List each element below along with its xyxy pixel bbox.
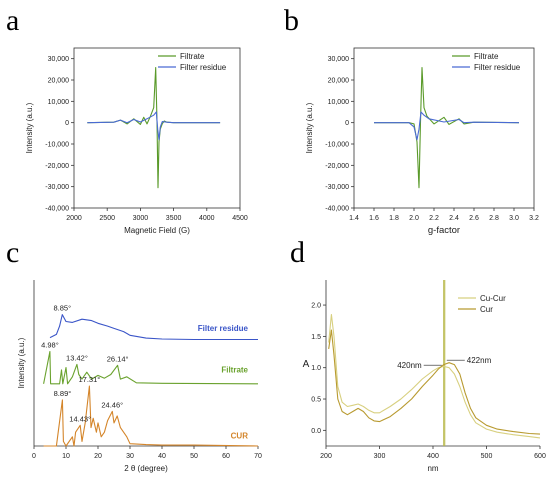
series-line <box>87 111 221 141</box>
y-tick-label: -40,000 <box>325 206 349 213</box>
y-axis-label: Intensity (a.u.) <box>305 102 314 153</box>
series-line <box>328 329 541 435</box>
y-axis-label: Intensity (a.u.) <box>17 337 26 388</box>
wavelength-annotation: 422nm <box>467 356 492 365</box>
peak-annotation: 8.85° <box>54 304 72 313</box>
y-tick-label: -20,000 <box>45 163 69 170</box>
x-tick-label: 20 <box>94 453 102 460</box>
y-axis-label: A <box>303 359 310 370</box>
chart-panel-b: 1.4 1.6 1.8 2.0 2.2 2.4 2.6 2.8 3.0 3.2 -40,000 -30… <box>305 47 539 236</box>
x-tick-label: 2.4 <box>449 215 459 222</box>
x-tick-label: 1.6 <box>369 215 379 222</box>
plot-frame <box>353 47 535 209</box>
x-tick-label: 2.0 <box>409 215 419 222</box>
y-tick-label: 10,000 <box>48 99 70 106</box>
x-tick-label: 600 <box>534 453 546 460</box>
wavelength-annotation: 420nm <box>397 361 422 370</box>
x-tick-label: 2.6 <box>469 215 479 222</box>
peak-annotation: 8.89° <box>54 389 72 398</box>
series-line <box>49 314 258 341</box>
y-tick-label: -30,000 <box>45 184 69 191</box>
y-tick-label: 20,000 <box>328 78 350 85</box>
x-axis-label: nm <box>427 464 438 473</box>
y-tick-label: 1.5 <box>311 334 321 341</box>
x-tick-label: 300 <box>374 453 386 460</box>
x-tick-label: 500 <box>481 453 493 460</box>
y-tick-label: 0 <box>65 120 69 127</box>
x-tick-label: 10 <box>62 453 70 460</box>
x-tick-label: 30 <box>126 453 134 460</box>
y-tick-label: 0.5 <box>311 397 321 404</box>
series-line <box>43 385 259 447</box>
peak-annotation: 14.43° <box>69 414 91 423</box>
x-axis-label: 2 θ (degree) <box>124 464 168 473</box>
legend-label: Filtrate <box>474 52 499 61</box>
x-tick-label: 2000 <box>66 215 82 222</box>
chart-panel-d: 200 300 400 500 600 0.0 0.5 1.0 1.5 2.0 nm A Cu-Cur C… <box>303 280 546 473</box>
x-axis-label: Magnetic Field (G) <box>124 226 190 235</box>
x-tick-label: 1.4 <box>349 215 359 222</box>
series-line <box>328 313 541 439</box>
panel-label-a: a <box>6 4 19 37</box>
panel-label-d: d <box>290 236 305 269</box>
x-tick-label: 3500 <box>166 215 182 222</box>
y-tick-label: 1.0 <box>311 365 321 372</box>
panel-label-c: c <box>6 236 19 269</box>
y-axis-label: Intensity (a.u.) <box>25 102 34 153</box>
x-tick-label: 3000 <box>133 215 149 222</box>
series-label: CUR <box>231 431 249 440</box>
series-label: Filter residue <box>198 324 249 333</box>
y-tick-label: 0.0 <box>311 428 321 435</box>
peak-annotation: 24.46° <box>101 400 123 409</box>
peak-annotation: 13.42° <box>66 353 88 362</box>
peak-annotation: 17.31° <box>79 375 101 384</box>
y-tick-label: 0 <box>345 120 349 127</box>
y-tick-label: 2.0 <box>311 303 321 310</box>
series-line <box>43 350 259 385</box>
y-tick-label: 20,000 <box>48 78 70 85</box>
x-tick-label: 3.2 <box>529 215 539 222</box>
x-tick-label: 40 <box>158 453 166 460</box>
charts-group: 2000 2500 3000 3500 4000 4500-40,000-30,000-2… <box>17 47 546 473</box>
x-tick-label: 2.2 <box>429 215 439 222</box>
x-tick-label: 1.8 <box>389 215 399 222</box>
x-tick-label: 4000 <box>199 215 215 222</box>
x-axis-label: g-factor <box>428 225 460 236</box>
y-tick-label: 30,000 <box>48 56 70 63</box>
chart-panel-c: 0 10 20 30 40 50 60 70 2 θ (degree) Intensity (a.… <box>17 280 262 473</box>
y-tick-label: -10,000 <box>45 142 69 149</box>
legend-label: Cur <box>480 305 493 314</box>
x-tick-label: 50 <box>190 453 198 460</box>
series-label: Filtrate <box>221 366 248 375</box>
x-tick-label: 4500 <box>232 215 248 222</box>
chart-panel-a: 2000 2500 3000 3500 4000 4500 -40,000 -30,000 -2… <box>25 47 248 235</box>
legend-label: Filter residue <box>180 63 227 72</box>
y-tick-label: -10,000 <box>325 142 349 149</box>
x-tick-label: 400 <box>427 453 439 460</box>
series-line <box>87 67 221 189</box>
peak-annotation: 26.14° <box>107 354 129 363</box>
legend-label: Filter residue <box>474 63 521 72</box>
x-tick-label: 0 <box>32 453 36 460</box>
x-tick-label: 3.0 <box>509 215 519 222</box>
series-line <box>374 67 520 189</box>
legend-label: Cu-Cur <box>480 294 506 303</box>
peak-annotation: 4.98° <box>41 340 59 349</box>
y-tick-label: 30,000 <box>328 56 350 63</box>
x-tick-label: 60 <box>222 453 230 460</box>
y-tick-label: -40,000 <box>45 206 69 213</box>
panel-label-b: b <box>284 4 299 37</box>
plot-frame <box>73 47 241 209</box>
x-tick-label: 70 <box>254 453 262 460</box>
legend-label: Filtrate <box>180 52 205 61</box>
y-tick-label: -20,000 <box>325 163 349 170</box>
y-tick-label: 10,000 <box>328 99 350 106</box>
y-tick-label: -30,000 <box>325 184 349 191</box>
x-tick-label: 200 <box>320 453 332 460</box>
series-line <box>374 111 520 141</box>
x-tick-label: 2.8 <box>489 215 499 222</box>
x-tick-label: 2500 <box>99 215 115 222</box>
